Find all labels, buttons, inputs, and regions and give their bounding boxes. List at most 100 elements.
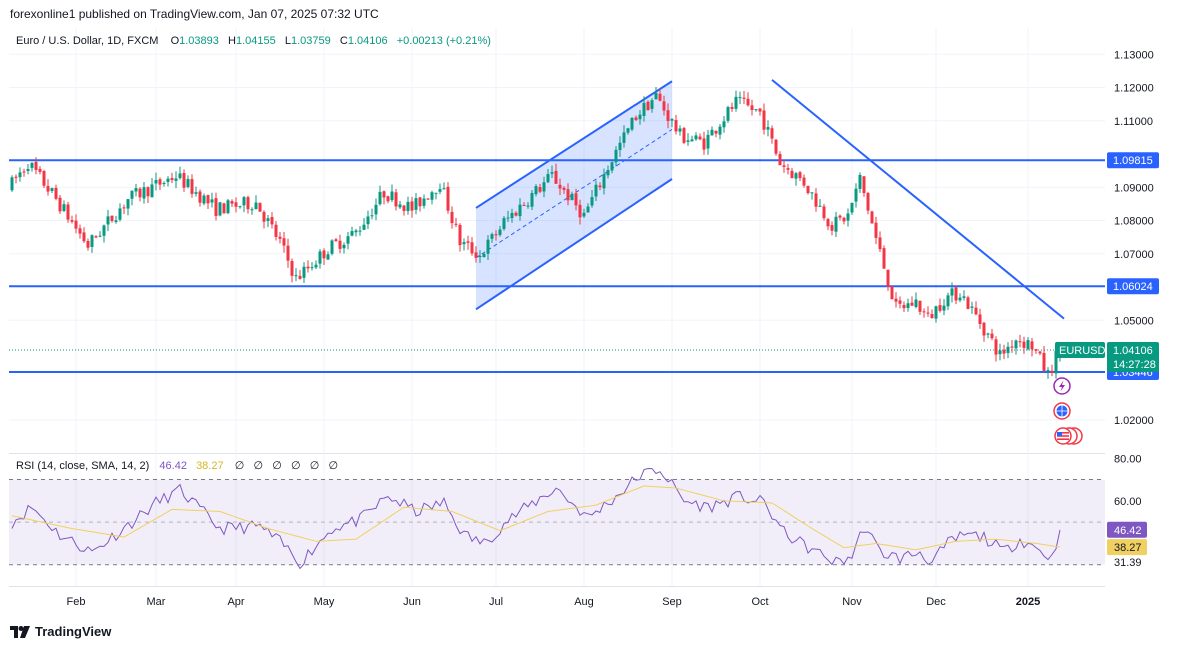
symbol-tag: EURUSD [1059,345,1106,357]
candle-body [298,275,302,279]
candle-body [730,106,734,109]
time-tick-label: Jun [403,596,421,608]
candle-body [618,142,622,150]
candle-body [126,199,130,209]
candle-body [218,202,222,216]
candle-body [198,191,202,203]
candle-body [222,203,226,214]
candle-body [898,300,902,304]
candle-body [958,297,962,301]
candle-body [62,204,66,211]
candle-body [1042,352,1046,371]
candle-body [158,179,162,185]
horizontal-levels[interactable] [9,159,1105,373]
candle-body [1014,340,1018,349]
candle-body [814,193,818,207]
lightning-icon[interactable] [1053,377,1071,395]
rsi-title[interactable]: RSI (14, close, SMA, 14, 2) [16,460,150,472]
candle-body [718,126,722,135]
candle-body [678,128,682,132]
candle-body [86,240,90,248]
candle-body [378,191,382,205]
candle-body [14,176,18,178]
us-flag-events-icon[interactable] [1054,427,1083,445]
price-tick-label: 1.09000 [1114,182,1154,194]
candle-body [462,242,466,245]
candle-body [650,100,654,109]
candle-body [138,188,142,198]
candle-body [838,215,842,218]
candle-body [426,198,430,200]
candle-body [422,198,426,206]
downtrend-line[interactable] [771,79,1065,320]
candle-body [58,197,62,212]
candle-body [406,201,410,212]
candle-body [726,107,730,121]
candle-body [30,162,34,168]
candle-body [970,306,974,308]
candle-body [794,173,798,179]
price-tick-label: 1.05000 [1114,315,1154,327]
low-label: L [284,35,291,47]
candle-body [554,170,558,184]
candle-body [390,191,394,201]
candle-body [266,218,270,221]
rsi-sma-line [11,485,1061,551]
empty-value-3: ∅ [291,460,301,472]
candle-body [622,132,626,143]
candle-body [930,314,934,319]
channel-upper-line[interactable] [475,80,673,209]
footer-logo[interactable]: TradingView [10,624,111,639]
candle-body [642,102,646,116]
candle-body [886,269,890,287]
footer-brand: TradingView [35,624,112,639]
candle-body [322,250,326,259]
time-tick-label: Jul [489,596,503,608]
candle-body [82,232,86,242]
candle-body [338,240,342,249]
channel-lower-line[interactable] [475,178,673,311]
candle-body [38,168,42,172]
rsi-sma-tag-bg [1107,539,1147,556]
candle-body [238,206,242,208]
price-tick-label: 1.13000 [1114,49,1154,61]
downtrend-line-segment[interactable] [771,79,1065,320]
candle-body [130,190,134,199]
globe-event-icon[interactable] [1053,402,1071,420]
open-value: 1.03893 [179,35,219,47]
candle-body [662,101,666,111]
candle-body [946,295,950,307]
candle-body [18,172,22,178]
candle-body [178,173,182,179]
candle-body [362,224,366,230]
candle-body [242,197,246,206]
candle-body [646,101,650,111]
candle-body [330,240,334,254]
change-value: +0.00213 (+0.21%) [396,35,491,47]
candle-body [910,302,914,306]
event-badges[interactable] [1053,377,1083,445]
candle-body [430,192,434,200]
candle-body [710,129,714,136]
candle-body [790,170,794,179]
time-tick-label: 2025 [1016,596,1040,608]
candle-body [290,261,294,276]
symbol-title[interactable]: Euro / U.S. Dollar, 1D, FXCM [16,35,159,47]
candle-body [942,305,946,311]
candle-body [774,139,778,154]
empty-value-1: ∅ [253,460,264,472]
candle-body [230,201,234,204]
candle-body [682,128,686,143]
candle-body [1018,341,1022,343]
candle-body [698,136,702,140]
candle-body [522,204,526,206]
candle-body [270,217,274,225]
candle-body [782,165,786,167]
candle-body [134,188,138,192]
candle-body [858,174,862,189]
tradingview-logo-icon [10,625,30,638]
candle-body [494,234,498,236]
candle-body [258,202,262,212]
candle-body [890,286,894,300]
